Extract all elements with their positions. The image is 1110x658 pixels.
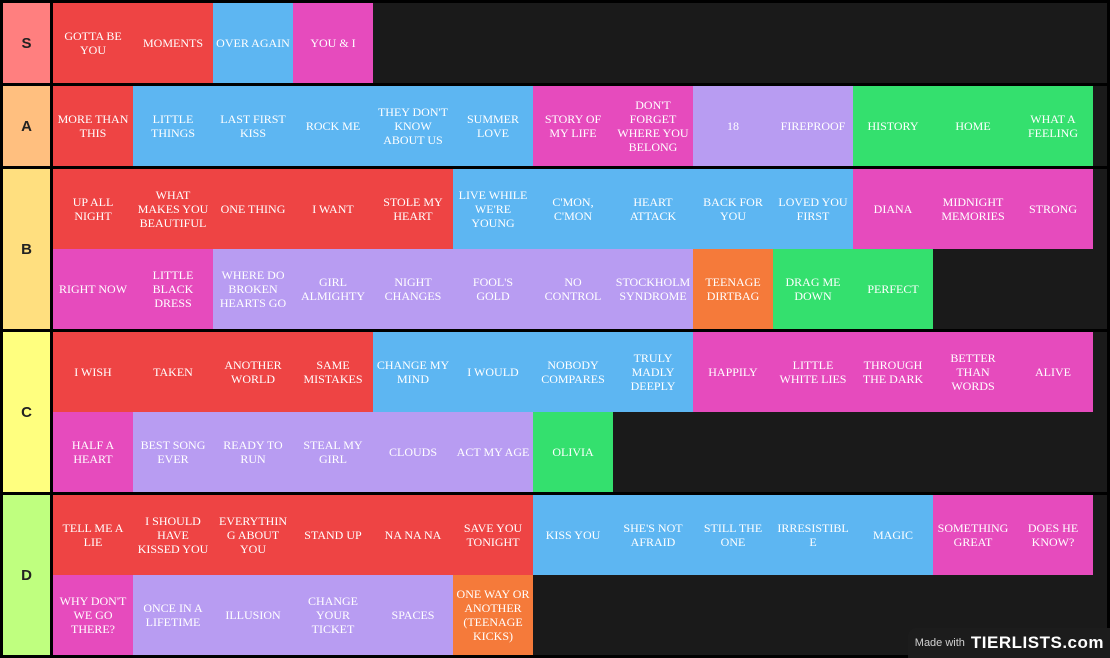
tier-item[interactable]: STEAL MY GIRL [293, 412, 373, 492]
tier-item[interactable]: MAGIC [853, 495, 933, 575]
tier-item[interactable]: STILL THE ONE [693, 495, 773, 575]
tier-item[interactable]: LITTLE WHITE LIES [773, 332, 853, 412]
tier-item[interactable]: OLIVIA [533, 412, 613, 492]
tier-item[interactable]: TAKEN [133, 332, 213, 412]
tier-item[interactable]: LAST FIRST KISS [213, 86, 293, 166]
tier-item[interactable]: LOVED YOU FIRST [773, 169, 853, 249]
tier-item[interactable]: HEART ATTACK [613, 169, 693, 249]
tier-item[interactable]: ACT MY AGE [453, 412, 533, 492]
tier-item[interactable]: NO CONTROL [533, 249, 613, 329]
tier-item[interactable]: TRULY MADLY DEEPLY [613, 332, 693, 412]
tier-label[interactable]: S [3, 3, 50, 83]
tier-item[interactable]: FOOL'S GOLD [453, 249, 533, 329]
tier-item[interactable]: SAVE YOU TONIGHT [453, 495, 533, 575]
tier-item[interactable]: DRAG ME DOWN [773, 249, 853, 329]
tier-item[interactable]: STOLE MY HEART [373, 169, 453, 249]
tier-item[interactable]: STOCKHOLM SYNDROME [613, 249, 693, 329]
tier-item[interactable]: THROUGH THE DARK [853, 332, 933, 412]
tier-item[interactable]: OVER AGAIN [213, 3, 293, 83]
tier-item[interactable]: BETTER THAN WORDS [933, 332, 1013, 412]
tier-item[interactable]: LITTLE BLACK DRESS [133, 249, 213, 329]
tier-item[interactable]: WHAT MAKES YOU BEAUTIFUL [133, 169, 213, 249]
tier-item[interactable]: EVERYTHING ABOUT YOU [213, 495, 293, 575]
tier-item[interactable]: CHANGE YOUR TICKET [293, 575, 373, 655]
tier-row-a: A MORE THAN THIS LITTLE THINGS LAST FIRST … [0, 86, 1110, 166]
tier-item[interactable]: ROCK ME [293, 86, 373, 166]
tier-item[interactable]: DIANA [853, 169, 933, 249]
tier-item[interactable]: CLOUDS [373, 412, 453, 492]
tier-item[interactable]: BEST SONG EVER [133, 412, 213, 492]
tier-item[interactable]: DON'T FORGET WHERE YOU BELONG [613, 86, 693, 166]
tier-item[interactable]: SAME MISTAKES [293, 332, 373, 412]
tier-item[interactable]: PERFECT [853, 249, 933, 329]
tier-item[interactable]: ONE THING [213, 169, 293, 249]
tier-item[interactable]: STAND UP [293, 495, 373, 575]
tier-item[interactable]: STRONG [1013, 169, 1093, 249]
tier-row-s: S GOTTA BE YOU MOMENTS OVER AGAIN YOU & I [0, 3, 1110, 83]
tier-item[interactable]: HAPPILY [693, 332, 773, 412]
tier-tiles: UP ALL NIGHT WHAT MAKES YOU BEAUTIFUL ONE … [53, 169, 1107, 329]
tier-item[interactable]: TELL ME A LIE [53, 495, 133, 575]
tier-item[interactable]: CHANGE MY MIND [373, 332, 453, 412]
tier-item[interactable]: 18 [693, 86, 773, 166]
tier-item[interactable]: I WOULD [453, 332, 533, 412]
tier-item[interactable]: WHAT A FEELING [1013, 86, 1093, 166]
tier-item[interactable]: HALF A HEART [53, 412, 133, 492]
tier-item[interactable]: READY TO RUN [213, 412, 293, 492]
tier-item[interactable]: STORY OF MY LIFE [533, 86, 613, 166]
tier-item[interactable]: ONCE IN A LIFETIME [133, 575, 213, 655]
tier-item[interactable]: I SHOULD HAVE KISSED YOU [133, 495, 213, 575]
tier-item[interactable]: I WANT [293, 169, 373, 249]
tier-item[interactable]: WHERE DO BROKEN HEARTS GO [213, 249, 293, 329]
tier-item[interactable]: WHY DON'T WE GO THERE? [53, 575, 133, 655]
tier-item[interactable]: LITTLE THINGS [133, 86, 213, 166]
tier-tiles: GOTTA BE YOU MOMENTS OVER AGAIN YOU & I [53, 3, 1107, 83]
tier-item[interactable]: RIGHT NOW [53, 249, 133, 329]
tier-row-c: C I WISH TAKEN ANOTHER WORLD SAME MISTAKES C… [0, 332, 1110, 492]
tier-label[interactable]: A [3, 86, 50, 166]
tier-item[interactable]: ALIVE [1013, 332, 1093, 412]
tier-item[interactable]: MORE THAN THIS [53, 86, 133, 166]
tier-tiles: MORE THAN THIS LITTLE THINGS LAST FIRST KI… [53, 86, 1107, 166]
tier-item[interactable]: C'MON, C'MON [533, 169, 613, 249]
tier-item[interactable]: NA NA NA [373, 495, 453, 575]
tier-item[interactable]: GOTTA BE YOU [53, 3, 133, 83]
tier-item[interactable]: MIDNIGHT MEMORIES [933, 169, 1013, 249]
tier-tiles: I WISH TAKEN ANOTHER WORLD SAME MISTAKES CHA… [53, 332, 1107, 492]
tier-label[interactable]: C [3, 332, 50, 492]
tier-item[interactable]: DOES HE KNOW? [1013, 495, 1093, 575]
tier-item[interactable]: KISS YOU [533, 495, 613, 575]
tier-item[interactable]: SUMMER LOVE [453, 86, 533, 166]
tier-item[interactable]: YOU & I [293, 3, 373, 83]
tier-item[interactable]: BACK FOR YOU [693, 169, 773, 249]
tier-item[interactable]: SPACES [373, 575, 453, 655]
tier-item[interactable]: NIGHT CHANGES [373, 249, 453, 329]
tier-item[interactable]: MOMENTS [133, 3, 213, 83]
tier-item[interactable]: NOBODY COMPARES [533, 332, 613, 412]
tier-item[interactable]: GIRL ALMIGHTY [293, 249, 373, 329]
tier-item[interactable]: IRRESISTIBLE [773, 495, 853, 575]
tier-item[interactable]: SOMETHING GREAT [933, 495, 1013, 575]
tier-item[interactable]: HOME [933, 86, 1013, 166]
tierlists-watermark[interactable]: Made with TIERLISTS.com [908, 628, 1110, 658]
tier-row-b: B UP ALL NIGHT WHAT MAKES YOU BEAUTIFUL ON… [0, 169, 1110, 329]
tier-item[interactable]: SHE'S NOT AFRAID [613, 495, 693, 575]
tier-item[interactable]: ONE WAY OR ANOTHER (TEENAGE KICKS) [453, 575, 533, 655]
tier-item[interactable]: THEY DON'T KNOW ABOUT US [373, 86, 453, 166]
tier-item[interactable]: LIVE WHILE WE'RE YOUNG [453, 169, 533, 249]
tier-item[interactable]: TEENAGE DIRTBAG [693, 249, 773, 329]
tier-label[interactable]: B [3, 169, 50, 329]
watermark-brand: TIERLISTS.com [970, 633, 1104, 652]
tier-item[interactable]: UP ALL NIGHT [53, 169, 133, 249]
tier-item[interactable]: I WISH [53, 332, 133, 412]
tier-item[interactable]: FIREPROOF [773, 86, 853, 166]
tier-item[interactable]: ANOTHER WORLD [213, 332, 293, 412]
tier-item[interactable]: ILLUSION [213, 575, 293, 655]
tier-label[interactable]: D [3, 495, 50, 655]
watermark-prefix: Made with [914, 637, 965, 649]
tier-item[interactable]: HISTORY [853, 86, 933, 166]
